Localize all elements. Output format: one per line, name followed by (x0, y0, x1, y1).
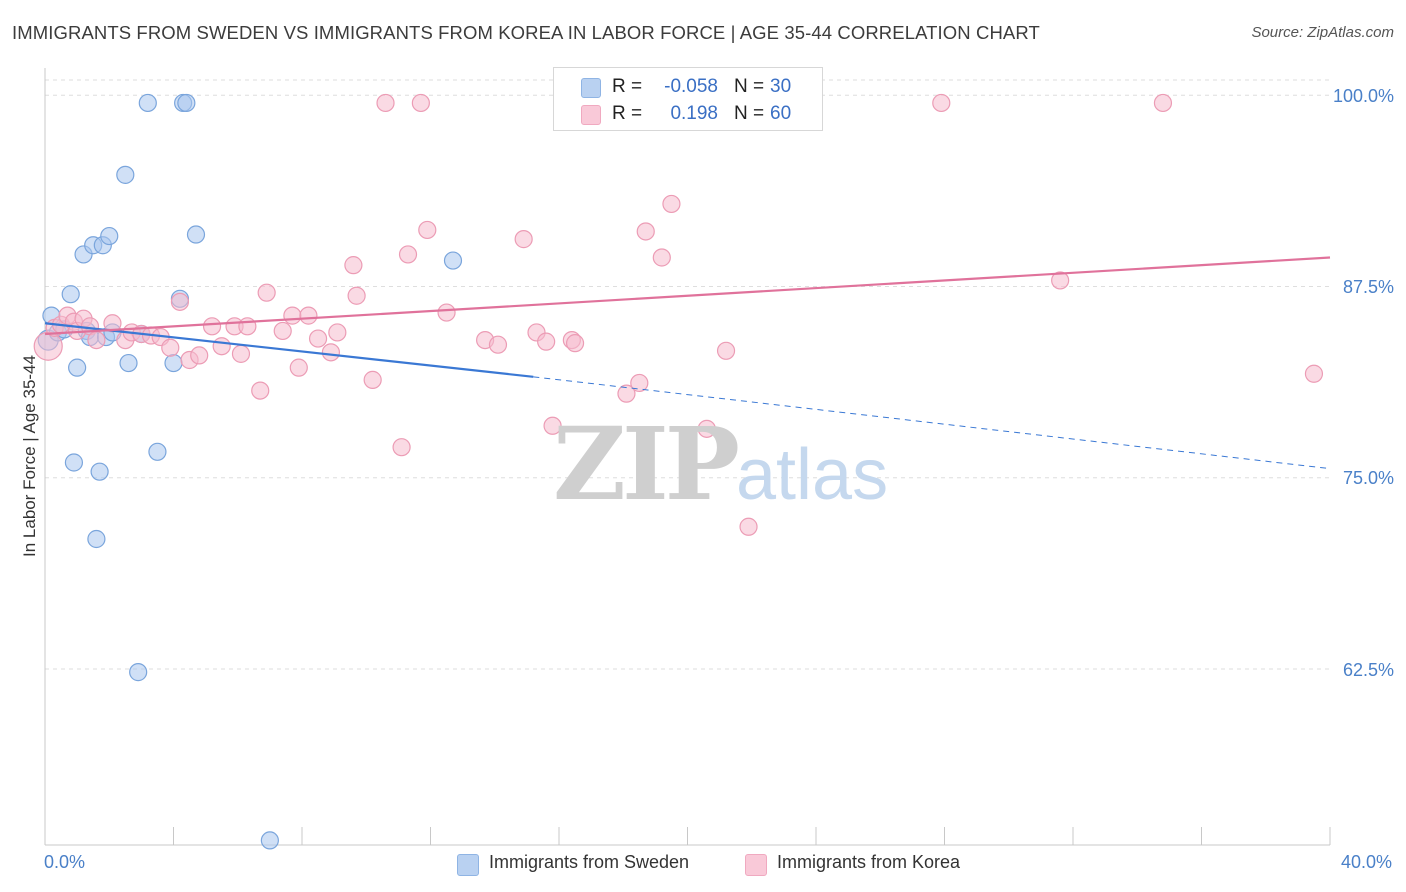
chart-title: IMMIGRANTS FROM SWEDEN VS IMMIGRANTS FRO… (12, 22, 1040, 43)
korea-swatch (581, 105, 601, 125)
korea-point-8 (87, 331, 106, 350)
sweden-point-27 (260, 831, 279, 850)
watermark-zip: ZIP (553, 405, 740, 523)
korea-point-25 (257, 283, 276, 302)
korea-point-61 (1304, 364, 1324, 383)
y-tick-label-75: 75.0% (1342, 468, 1394, 488)
korea-point-50 (617, 384, 636, 403)
sweden-n-value: 30 (770, 76, 792, 97)
sweden-point-19 (129, 663, 148, 682)
korea-point-40 (418, 220, 437, 240)
korea-point-51 (630, 373, 649, 393)
korea-point-58 (932, 93, 951, 113)
korea-point-30 (308, 329, 328, 348)
y-tick-label-87-5: 87.5% (1342, 277, 1394, 297)
korea-point-34 (347, 286, 366, 305)
y-axis-label: In Labor Force | Age 35-44 (20, 355, 39, 557)
korea-point-39 (411, 93, 430, 113)
korea-point-49 (565, 334, 585, 353)
sweden-point-22 (164, 353, 183, 373)
korea-point-41 (437, 303, 456, 322)
sweden-n-label: N = (734, 76, 765, 97)
korea-point-44 (514, 230, 533, 249)
y-tick-label-62-5: 62.5% (1342, 660, 1394, 680)
korea-point-31 (321, 343, 341, 362)
korea-trend-line (44, 256, 1331, 336)
sweden-point-6 (68, 358, 87, 377)
korea-r-value: 0.198 (670, 103, 718, 124)
watermark: ZIPatlas (553, 405, 888, 523)
korea-point-20 (212, 337, 231, 356)
korea-point-43 (488, 335, 508, 354)
y-tick-label-100: 100.0% (1332, 86, 1394, 106)
sweden-point-28 (443, 251, 463, 270)
source-note: Source: ZipAtlas.com (1251, 24, 1394, 41)
korea-point-60 (1153, 93, 1173, 113)
legend-row-sweden: R = -0.058 N = 30 (554, 74, 822, 100)
korea-point-35 (363, 370, 382, 389)
korea-point-47 (543, 416, 562, 435)
korea-point-52 (636, 222, 655, 241)
korea-point-53 (652, 248, 671, 267)
korea-point-24 (251, 381, 270, 400)
sweden-point-15 (100, 226, 119, 246)
sweden-point-25 (177, 93, 196, 113)
x-tick-label-40: 40.0% (1340, 852, 1392, 872)
sweden-r-value: -0.058 (664, 76, 718, 97)
korea-point-56 (716, 341, 736, 360)
sweden-point-11 (87, 529, 106, 549)
korea-point-38 (398, 245, 418, 264)
korea-point-26 (273, 321, 292, 341)
sweden-point-17 (116, 165, 135, 184)
korea-point-18 (190, 346, 209, 365)
korea-point-15 (161, 338, 180, 357)
sweden-point-4 (61, 285, 80, 304)
sweden-swatch (581, 78, 601, 98)
sweden-point-18 (119, 353, 138, 373)
bottom-sweden-swatch (457, 854, 479, 876)
korea-point-22 (231, 344, 251, 363)
legend-row-korea: R = 0.198 N = 60 (554, 101, 822, 127)
sweden-point-12 (90, 462, 109, 481)
korea-point-23 (238, 317, 257, 336)
korea-point-57 (739, 517, 758, 536)
korea-point-27 (283, 306, 302, 325)
korea-point-36 (376, 93, 395, 113)
korea-point-59 (1051, 271, 1070, 290)
sweden-trend-extension (533, 376, 1331, 470)
korea-point-54 (662, 194, 681, 214)
bottom-sweden-label: Immigrants from Sweden (489, 852, 690, 872)
sweden-point-20 (138, 93, 157, 113)
korea-point-46 (537, 332, 556, 351)
korea-point-28 (289, 358, 308, 377)
korea-point-19 (202, 317, 222, 336)
sweden-r-label: R = (612, 76, 643, 97)
korea-point-29 (299, 306, 318, 325)
korea-n-label: N = (734, 103, 765, 124)
korea-n-value: 60 (770, 103, 792, 124)
korea-point-37 (392, 438, 411, 457)
sweden-point-21 (148, 442, 167, 461)
korea-point-16 (170, 292, 190, 311)
x-tick-label-0: 0.0% (44, 852, 86, 872)
watermark-atlas: atlas (735, 435, 889, 515)
bottom-korea-swatch (745, 854, 767, 876)
sweden-trend-line (44, 322, 534, 378)
korea-r-label: R = (612, 103, 643, 124)
sweden-point-26 (186, 225, 206, 244)
korea-point-32 (328, 323, 347, 342)
sweden-point-5 (64, 453, 84, 472)
bottom-korea-label: Immigrants from Korea (777, 852, 961, 872)
korea-point-55 (697, 419, 716, 438)
stats-legend: R = -0.058 N = 30 R = 0.198 N = 60 (553, 67, 823, 131)
korea-point-33 (344, 256, 363, 275)
